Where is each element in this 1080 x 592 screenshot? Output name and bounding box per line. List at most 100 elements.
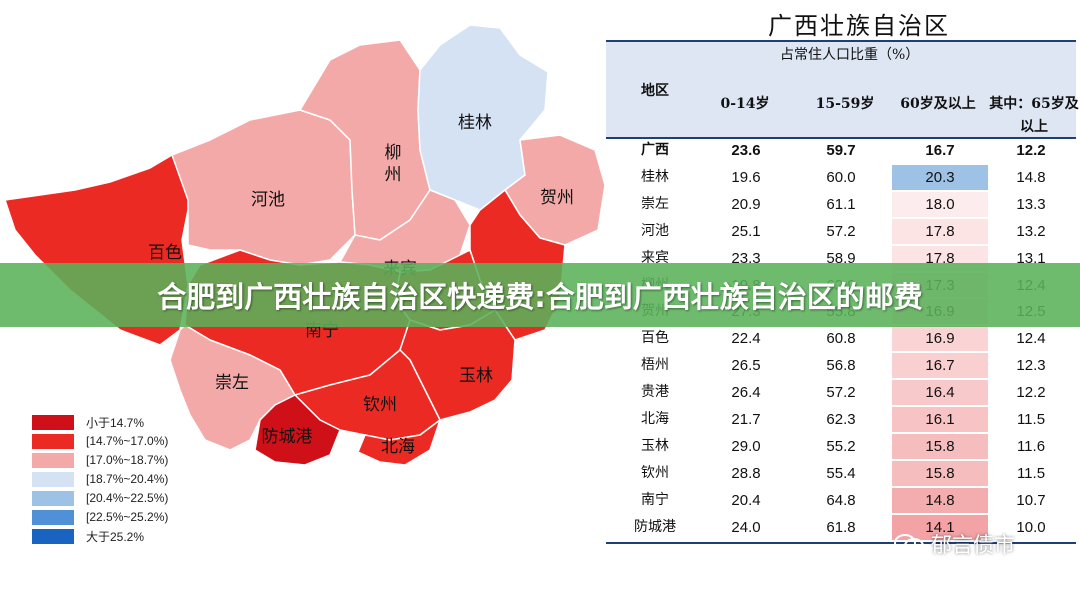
cell-65: 10.7: [1016, 491, 1046, 509]
table-row: 崇左 20.9 61.1 18.0 13.3: [606, 191, 1076, 218]
legend-swatch: [32, 471, 74, 487]
cell-region: 玉林: [641, 437, 669, 454]
table-header: [606, 42, 1076, 137]
legend-label: [22.5%~25.2%): [86, 510, 169, 524]
watermark-text: 郁言债市: [931, 533, 1015, 557]
cell-60: 16.4: [925, 384, 955, 402]
col-header-0-14: 0-14岁: [720, 96, 770, 112]
watermark: 郁言债市: [893, 529, 1015, 559]
table-top-rule: [606, 40, 1076, 42]
cell-60: 17.8: [925, 222, 955, 240]
table-row: 百色 22.4 60.8 16.9 12.4: [606, 325, 1076, 352]
legend-swatch: [32, 452, 74, 468]
cell-65: 12.2: [1016, 384, 1046, 402]
cell-65: 11.5: [1016, 411, 1046, 428]
cell-65: 12.3: [1016, 357, 1046, 375]
cell-0-14: 20.9: [731, 195, 761, 213]
legend-label: [20.4%~22.5%): [86, 491, 169, 505]
map-label-baise: 百色: [148, 243, 182, 263]
cell-15-59: 58.9: [826, 249, 856, 267]
cell-60: 18.0: [925, 195, 955, 213]
cell-15-59: 62.3: [826, 411, 856, 428]
cell-60: 16.7: [925, 357, 955, 375]
wechat-icon: [894, 534, 924, 554]
cell-60: 14.8: [925, 491, 955, 509]
legend-item: 小于14.7%: [32, 413, 168, 431]
legend-item: [20.4%~22.5%): [32, 489, 168, 507]
cell-0-14: 26.5: [731, 357, 761, 375]
cell-65: 10.0: [1016, 518, 1046, 536]
cell-region: 防城港: [634, 518, 676, 535]
cell-region: 北海: [641, 411, 669, 427]
table-row: 河池 25.1 57.2 17.8 13.2: [606, 218, 1076, 245]
cell-65: 12.2: [1016, 142, 1046, 159]
table-row: 北海 21.7 62.3 16.1 11.5: [606, 406, 1076, 433]
cell-shade: [892, 433, 988, 459]
legend-item: [18.7%~20.4%): [32, 470, 168, 488]
cell-region: 河池: [641, 222, 669, 239]
table-row: 广西 23.6 59.7 16.7 12.2: [606, 137, 1076, 164]
cell-65: 11.5: [1016, 464, 1046, 482]
cell-shade: [892, 191, 988, 217]
table-header-span: 占常住人口比重（%）: [780, 47, 920, 63]
cell-15-59: 57.2: [826, 222, 856, 240]
legend-label: [17.0%~18.7%): [86, 453, 169, 467]
cell-65: 11.6: [1016, 437, 1046, 455]
legend-label: [18.7%~20.4%): [86, 472, 169, 486]
headline-banner: 合肥到广西壮族自治区快递费:合肥到广西壮族自治区的邮费: [0, 263, 1080, 327]
legend-swatch: [32, 490, 74, 506]
cell-15-59: 60.8: [826, 330, 856, 348]
table-row: 贵港 26.4 57.2 16.4 12.2: [606, 379, 1076, 406]
cell-65: 13.3: [1016, 195, 1046, 213]
cell-region: 来宾: [641, 249, 669, 266]
cell-15-59: 64.8: [826, 491, 856, 509]
col-header-region: 地区: [641, 83, 669, 99]
map-label-liuzhou: 柳州: [385, 143, 402, 185]
cell-shade: [892, 164, 988, 190]
legend-item: [22.5%~25.2%): [32, 508, 168, 526]
legend-label: [14.7%~17.0%): [86, 434, 169, 448]
map-label-hechi: 河池: [251, 190, 285, 210]
map-legend: 小于14.7% [14.7%~17.0%) [17.0%~18.7%) [18.7%~…: [32, 413, 168, 546]
cell-60: 14.1: [925, 518, 955, 536]
cell-0-14: 28.8: [731, 464, 761, 482]
table-row: 南宁 20.4 64.8 14.8 10.7: [606, 487, 1076, 514]
cell-region: 钦州: [641, 464, 669, 481]
cell-15-59: 55.4: [826, 464, 856, 482]
col-header-60: 60岁及以上: [900, 96, 976, 112]
cell-shade: [892, 380, 988, 406]
cell-0-14: 20.4: [731, 491, 761, 509]
legend-swatch: [32, 528, 74, 544]
cell-shade: [892, 487, 988, 513]
table-title: 广西壮族自治区: [768, 12, 950, 40]
cell-60: 16.7: [925, 142, 955, 159]
legend-swatch: [32, 414, 74, 430]
cell-15-59: 60.0: [826, 168, 856, 186]
table-bottom-rule: [606, 541, 1076, 544]
col-header-15-59: 15-59岁: [815, 96, 875, 112]
cell-shade: [892, 460, 988, 486]
cell-region: 南宁: [641, 491, 669, 508]
legend-swatch: [32, 509, 74, 525]
legend-item: 大于25.2%: [32, 527, 168, 545]
cell-region: 广西: [641, 142, 669, 158]
cell-0-14: 29.0: [731, 437, 761, 455]
cell-0-14: 23.3: [731, 249, 761, 267]
map-label-yulin: 玉林: [459, 366, 493, 386]
cell-shade: [892, 353, 988, 379]
cell-15-59: 61.1: [826, 195, 856, 213]
map-label-hezhou: 贺州: [540, 188, 574, 208]
cell-0-14: 22.4: [731, 330, 761, 348]
cell-shade: [892, 218, 988, 244]
cell-15-59: 55.2: [826, 437, 856, 455]
cell-60: 15.8: [925, 464, 955, 482]
map-label-beihai: 北海: [381, 437, 415, 457]
map-label-fangchenggang: 防城港: [262, 427, 313, 447]
cell-region: 崇左: [641, 195, 669, 212]
map-region-fangchenggang: [254, 394, 341, 466]
cell-0-14: 19.6: [731, 168, 761, 186]
cell-65: 13.2: [1016, 222, 1046, 240]
map-region-beihai: [357, 419, 441, 466]
cell-15-59: 57.2: [826, 384, 856, 402]
table-row: 桂林 19.6 60.0 20.3 14.8: [606, 164, 1076, 191]
